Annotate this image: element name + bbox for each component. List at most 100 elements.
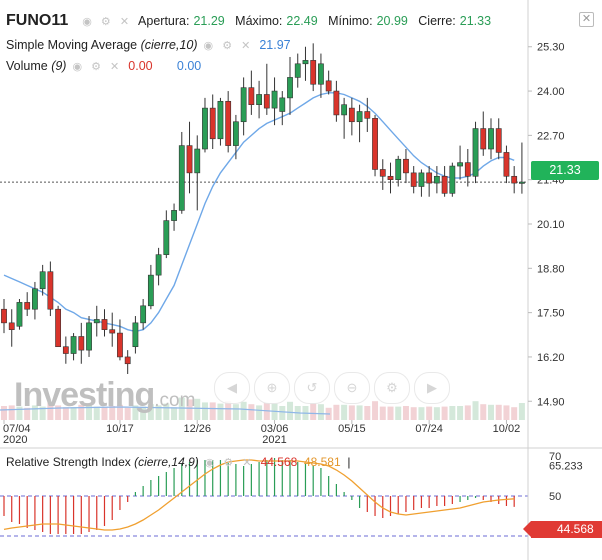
volume-bar (372, 401, 379, 420)
volume-bar (70, 407, 77, 420)
last-price-badge: 21.33 (531, 161, 599, 180)
candle-body (256, 94, 262, 105)
volume-bar (116, 404, 123, 420)
candle-body (248, 87, 255, 105)
ohlc-legend: FUNO11 ◉ ⚙ ✕ Apertura: 21.29 Máximo: 22.49… (6, 12, 492, 29)
sma-legend-icons[interactable]: ◉ ⚙ ✕ (203, 39, 254, 52)
x-tick-label: 10/17 (106, 423, 134, 435)
x-tick-sublabel: 2020 (3, 434, 27, 446)
volume-bar (171, 407, 178, 420)
sma-path (3, 92, 515, 333)
candle-body (93, 319, 100, 324)
candle-body (155, 254, 162, 276)
candle-body (70, 336, 77, 354)
settings-icon[interactable]: ⚙ (374, 372, 410, 404)
close-icon[interactable]: ✕ (579, 12, 594, 27)
volume-bar (217, 403, 224, 420)
y-tick-label: 25.30 (537, 42, 565, 54)
zoom-reset-icon[interactable]: ↺ (294, 372, 330, 404)
arrow-left-icon[interactable]: ◀ (214, 372, 250, 404)
y-tick-label: 22.70 (537, 130, 565, 142)
candle-body (209, 107, 216, 140)
volume-bar (140, 406, 147, 420)
candle-body (47, 271, 54, 310)
zoom-out-icon[interactable]: ⊖ (334, 372, 370, 404)
candle-body (124, 356, 131, 365)
y-tick-label: 16.20 (537, 352, 565, 364)
volume-bars (0, 397, 525, 420)
investing-watermark: Investing.com (14, 376, 196, 414)
candle-body (78, 336, 85, 351)
rsi-y-tick-label: 65.233 (549, 461, 583, 473)
volume-bar (8, 405, 15, 420)
open-value: 21.29 (193, 14, 225, 28)
candlestick-series (1, 43, 525, 374)
candle-body (333, 90, 340, 116)
x-tick-label: 07/24 (415, 423, 443, 435)
low-value: 20.99 (376, 14, 408, 28)
chart-nav-toolbar: ◀ ⊕ ↺ ⊖ ⚙ ▶ (214, 372, 450, 404)
candle-body (480, 128, 487, 150)
candle-body (171, 210, 177, 221)
candle-body (387, 175, 394, 180)
rsi-legend: Relative Strength Index (cierre,14,9) ◉ … (6, 455, 351, 469)
candle-body (225, 100, 232, 146)
volume-bar (209, 402, 216, 420)
y-tick-label: 24.00 (537, 86, 565, 98)
volume-bar (495, 404, 502, 420)
volume-bar (101, 407, 108, 420)
candle-body (503, 152, 510, 177)
y-tick-label: 14.90 (537, 396, 565, 408)
x-tick-label: 10/02 (493, 423, 521, 435)
candle-body (441, 175, 448, 194)
candle-body (464, 162, 471, 177)
candle-body (348, 107, 355, 123)
candle-body (356, 111, 363, 123)
x-tick-label: 07/04 (3, 423, 31, 435)
volume-bar (93, 406, 100, 420)
candle-body (372, 118, 378, 170)
volume-bar (464, 405, 471, 420)
candle-body (364, 111, 371, 119)
y-tick-label: 20.10 (537, 219, 565, 231)
arrow-right-icon[interactable]: ▶ (414, 372, 450, 404)
candle-body (403, 158, 409, 174)
volume-value-2: 0.00 (176, 59, 202, 73)
y-tick-label: 18.80 (537, 263, 565, 275)
volume-bar (310, 403, 317, 420)
candle-body (341, 104, 348, 116)
volume-bar (155, 405, 162, 420)
volume-label: Volume (6, 59, 48, 73)
rsi-legend-icons[interactable]: ◉ ⚙ ✕ (204, 456, 255, 469)
candle-body (147, 274, 154, 307)
rsi-label: Relative Strength Index (6, 455, 131, 469)
volume-bar (279, 406, 286, 420)
candle-body (32, 288, 38, 310)
x-tick-label: 12/26 (183, 423, 211, 435)
high-value: 22.49 (286, 14, 318, 28)
candle-body (178, 145, 185, 211)
close-value: 21.33 (459, 14, 492, 28)
legend-visibility-icons[interactable]: ◉ ⚙ ✕ (82, 15, 133, 28)
candle-body (395, 158, 402, 180)
sma-line (3, 92, 515, 333)
zoom-in-icon[interactable]: ⊕ (254, 372, 290, 404)
candle-body (117, 332, 123, 358)
volume-bar (287, 401, 294, 420)
volume-bar (240, 401, 247, 420)
candle-body (287, 77, 293, 99)
volume-bar (78, 404, 85, 420)
volume-bar (248, 404, 255, 420)
volume-bar (147, 404, 154, 420)
candle-body (519, 181, 525, 184)
volume-bar (480, 404, 487, 420)
volume-legend-icons[interactable]: ◉ ⚙ ✕ (72, 60, 123, 73)
volume-value-1: 0.00 (128, 59, 153, 73)
rsi-y-tick-label: 70 (549, 451, 561, 463)
volume-bar (511, 407, 518, 420)
volume-bar (31, 405, 38, 420)
x-tick-label: 03/06 (261, 423, 289, 435)
candle-body (511, 175, 518, 184)
candle-body (109, 329, 116, 334)
